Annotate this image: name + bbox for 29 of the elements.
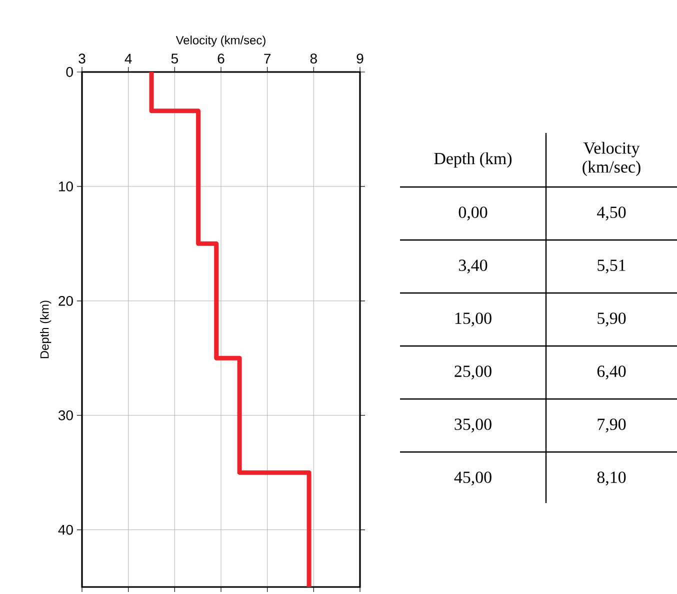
text: 8,10: [597, 472, 626, 486]
x-tick-label: 4: [124, 54, 132, 64]
x-tick-label: 6: [218, 54, 224, 64]
text: 6,40: [597, 366, 626, 380]
y-tick-label: 0: [66, 67, 73, 77]
y-axis-title: Depth (km): [40, 300, 52, 358]
y-tick-label: 20: [58, 296, 73, 306]
category-label: 35,00: [454, 418, 492, 432]
text: Velocity (km/sec): [582, 142, 640, 176]
y-tick-label: 10: [59, 182, 73, 192]
category-label: 25,00: [454, 366, 492, 380]
text: 7,90: [598, 418, 626, 432]
text: 4,50: [597, 206, 626, 220]
text: Depth (km): [434, 152, 512, 168]
category-label: 0,00: [458, 206, 488, 220]
x-tick-label: 5: [171, 54, 178, 64]
text: 5,90: [598, 312, 626, 326]
y-tick-label: 40: [58, 524, 73, 535]
x-axis-title: Velocity (km/sec): [176, 36, 266, 47]
line-series: [149, 72, 312, 588]
category-label: 15,00: [455, 312, 492, 326]
y-tick-label: 30: [58, 410, 73, 420]
x-tick-label: 3: [78, 54, 86, 64]
x-tick-label: 7: [264, 54, 271, 64]
category-label: 3,40: [459, 260, 488, 274]
x-tick-label: 9: [356, 54, 364, 64]
x-tick-label: 8: [310, 54, 317, 64]
text: 5,51: [598, 260, 626, 274]
category-label: 45,00: [454, 472, 492, 486]
